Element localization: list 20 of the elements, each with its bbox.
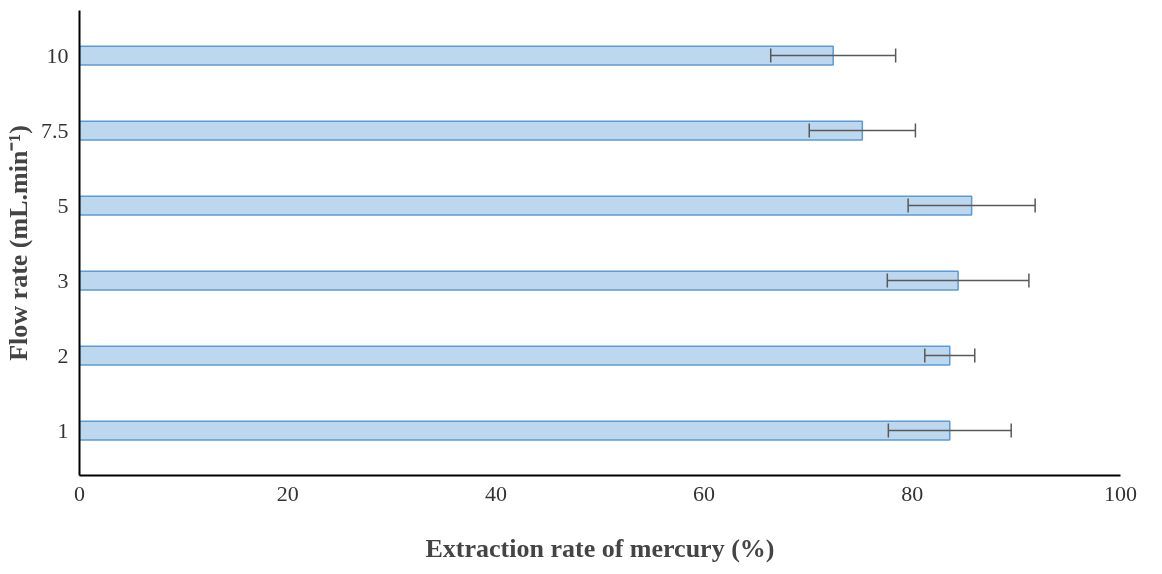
x-tick-label: 60 (693, 480, 716, 506)
x-tick-label: 0 (74, 480, 85, 506)
x-tick-label: 20 (276, 480, 299, 506)
y-axis-title: Flow rate (mL.min⁻¹) (4, 125, 33, 361)
x-axis-title: Extraction rate of mercury (%) (425, 533, 775, 563)
bar (79, 120, 864, 141)
x-tick-label: 80 (901, 480, 924, 506)
x-tick-label: 100 (1104, 480, 1137, 506)
y-tick-label: 3 (57, 267, 69, 293)
y-tick-label: 7.5 (41, 117, 69, 143)
y-tick-label: 5 (57, 192, 69, 218)
bar (79, 420, 951, 441)
y-tick-label: 1 (57, 417, 69, 443)
bar (79, 345, 951, 366)
x-tick-label: 40 (484, 480, 507, 506)
bar (79, 195, 973, 216)
y-tick-label: 2 (57, 342, 69, 368)
bar (79, 45, 834, 66)
bar (79, 270, 959, 291)
y-tick-label: 10 (46, 42, 69, 68)
